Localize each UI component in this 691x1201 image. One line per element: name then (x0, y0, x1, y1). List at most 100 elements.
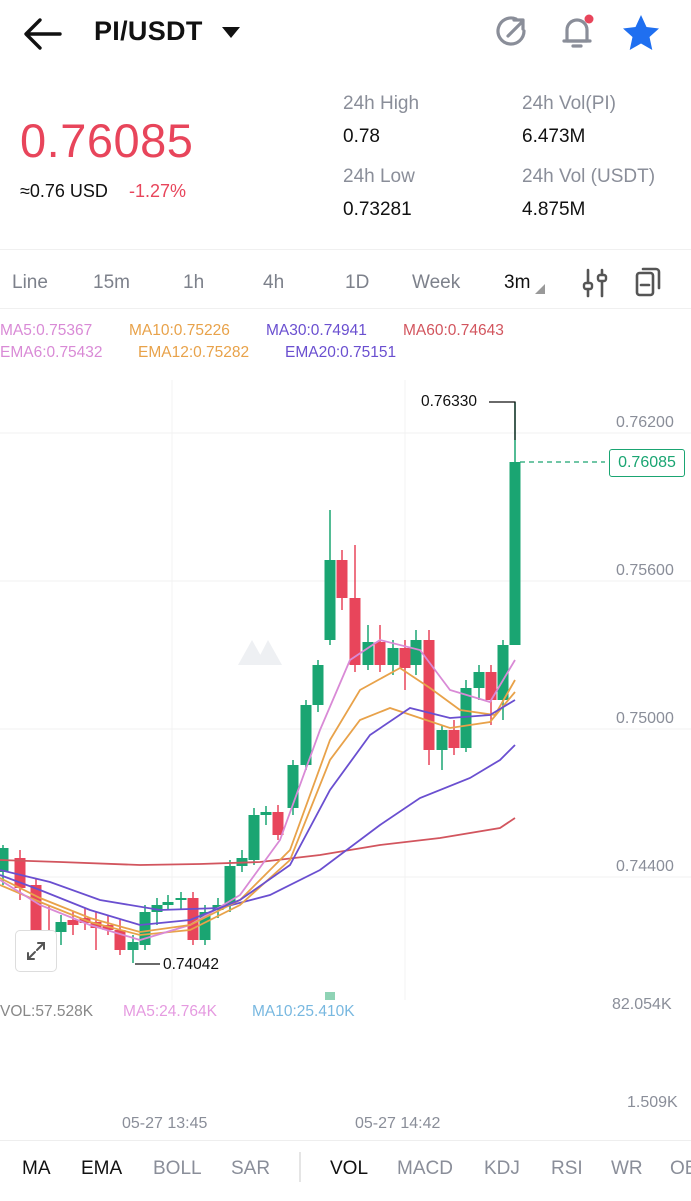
indicator-kdj[interactable]: KDJ (484, 1158, 520, 1179)
header: PI/USDT (0, 0, 691, 70)
volume-legend-vol: VOL:57.528K (0, 1003, 94, 1020)
volume-legend-ma5: MA5:24.764K (123, 1003, 217, 1020)
stat-low-value: 0.73281 (343, 199, 412, 220)
candle-body (151, 905, 163, 912)
candle-body (55, 922, 67, 932)
candle-body (139, 912, 151, 945)
indicator-boll[interactable]: BOLL (153, 1158, 202, 1179)
y-axis-label: 0.76200 (616, 414, 674, 431)
candle-body (30, 885, 42, 930)
ema20-line (0, 699, 516, 926)
legend-ema12: EMA12:0.75282 (138, 344, 250, 361)
y-axis-label: 0.74400 (616, 858, 674, 875)
star-icon[interactable] (620, 12, 662, 54)
indicator-wr[interactable]: WR (611, 1158, 643, 1179)
legend-ema6: EMA6:0.75432 (0, 344, 103, 361)
y-axis-label: 0.75600 (616, 562, 674, 579)
indicator-vol[interactable]: VOL (330, 1158, 369, 1179)
candle-body (399, 648, 411, 668)
tab-week[interactable]: Week (412, 272, 461, 293)
x-axis-label: 05-27 13:45 (122, 1115, 208, 1132)
tab-4h[interactable]: 4h (263, 272, 285, 293)
stat-high-value: 0.78 (343, 126, 380, 147)
tab-3m-caret-icon (535, 284, 545, 294)
candle-body (497, 645, 509, 700)
indicator-ob[interactable]: OB (670, 1158, 691, 1179)
indicator-ma[interactable]: MA (22, 1158, 51, 1179)
stat-low-label: 24h Low (343, 166, 415, 187)
expand-icon (27, 942, 45, 960)
settings-sliders-icon[interactable] (582, 268, 608, 298)
candle-body (175, 898, 187, 900)
candle-body (423, 640, 435, 750)
volume-axis-max: 82.054K (612, 996, 672, 1013)
ma5-line (0, 639, 516, 941)
candle-body (362, 642, 374, 665)
candle-body (349, 598, 361, 665)
stat-vol-usdt-label: 24h Vol (USDT) (522, 166, 656, 187)
min-price-marker: 0.74042 (163, 956, 220, 973)
candle-body (509, 462, 521, 645)
x-axis-label: 05-27 14:42 (355, 1115, 441, 1132)
usd-approx-price: ≈0.76 USD (20, 181, 108, 201)
volume-legend-ma10: MA10:25.410K (252, 1003, 355, 1020)
change-percent: -1.27% (129, 181, 187, 201)
ma10-line (0, 691, 516, 936)
candle-body (460, 688, 472, 748)
legend-ma10: MA10:0.75226 (129, 322, 230, 339)
indicator-sar[interactable]: SAR (231, 1158, 271, 1179)
ma30-line (0, 744, 516, 911)
pair-title[interactable]: PI/USDT (94, 16, 203, 46)
candle-body (287, 765, 299, 808)
copy-icon[interactable] (634, 266, 662, 298)
candle-body (199, 912, 211, 940)
candle-body (14, 858, 26, 888)
indicator-rsi[interactable]: RSI (551, 1158, 583, 1179)
candle-body (473, 672, 485, 688)
divider (0, 249, 691, 250)
expand-chart-button[interactable] (15, 930, 57, 972)
share-icon[interactable] (494, 14, 530, 50)
candle-body (90, 922, 102, 928)
candle-body (410, 640, 422, 665)
pair-dropdown-icon[interactable] (222, 27, 240, 38)
candle-body (312, 665, 324, 705)
tab-1h[interactable]: 1h (183, 272, 205, 293)
tab-1d[interactable]: 1D (345, 272, 370, 293)
back-arrow-icon[interactable] (22, 14, 64, 54)
candle-body (300, 705, 312, 765)
tab-3m[interactable]: 3m (504, 272, 531, 293)
stat-vol-pi-value: 6.473M (522, 126, 586, 147)
candle-body (448, 730, 460, 748)
candle-body (224, 866, 236, 905)
max-price-marker: 0.76330 (421, 393, 478, 410)
tab-line[interactable]: Line (12, 272, 48, 293)
legend-ema20: EMA20:0.75151 (285, 344, 397, 361)
ema12-line (0, 666, 516, 933)
max-marker-line (489, 401, 516, 440)
bell-icon[interactable] (558, 13, 596, 51)
watermark-logo (238, 640, 282, 665)
tab-15m[interactable]: 15m (93, 272, 130, 293)
candle-body (248, 815, 260, 860)
candle-body (324, 560, 336, 640)
indicator-macd[interactable]: MACD (397, 1158, 453, 1179)
indicator-ema[interactable]: EMA (81, 1158, 123, 1179)
legend-ma5: MA5:0.75367 (0, 322, 93, 339)
legend-ma60: MA60:0.74643 (403, 322, 504, 339)
divider (0, 308, 691, 309)
last-price: 0.76085 (20, 114, 194, 167)
indicator-bar (0, 1140, 691, 1201)
candle-body (162, 902, 174, 905)
stat-high-label: 24h High (343, 93, 420, 114)
candle-body (336, 560, 348, 598)
candle-body (272, 812, 284, 835)
candle-body (67, 920, 79, 925)
stat-vol-pi-label: 24h Vol(PI) (522, 93, 616, 114)
candle-body (374, 642, 386, 665)
y-axis-label: 0.75000 (616, 710, 674, 727)
candlestick-chart[interactable] (0, 380, 691, 1000)
volume-axis-min: 1.509K (627, 1094, 678, 1111)
candle-body (436, 730, 448, 750)
candle-body (387, 648, 399, 665)
